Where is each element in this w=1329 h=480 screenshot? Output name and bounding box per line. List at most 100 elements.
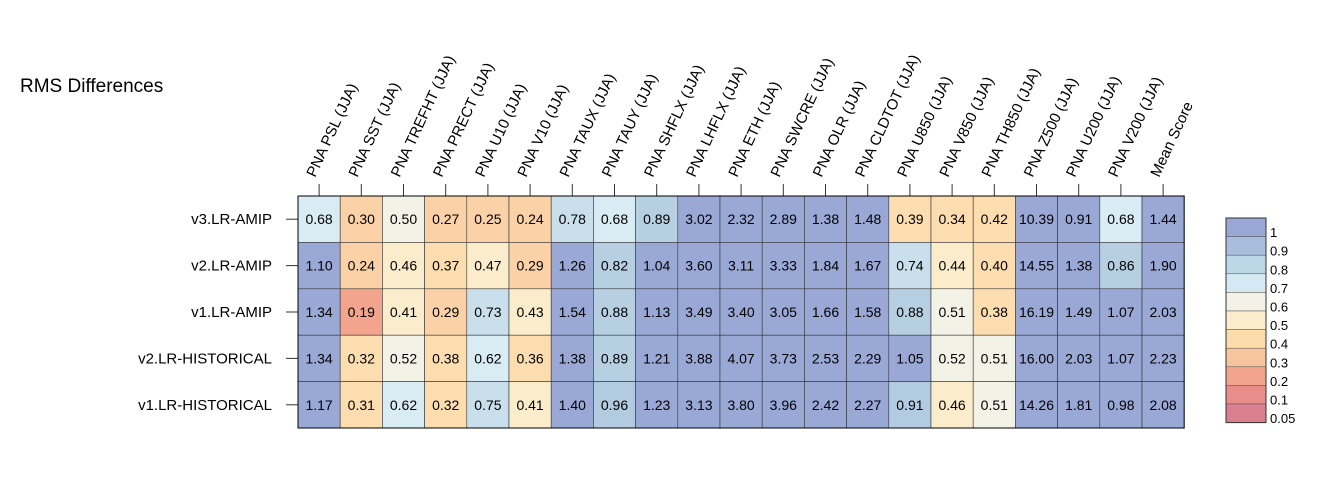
- heatmap-cell: [424, 288, 468, 336]
- heatmap-cell: [804, 334, 847, 382]
- legend-label: 1: [1270, 225, 1277, 240]
- heatmap-cell: [550, 242, 594, 290]
- cell-value: 1.67: [854, 258, 881, 274]
- legend-swatch: [1225, 347, 1267, 368]
- cell-value: 2.89: [770, 211, 797, 227]
- heatmap-cell: [804, 288, 847, 336]
- cell-value: 1.38: [1065, 258, 1092, 274]
- heatmap-cells: [297, 195, 1185, 429]
- heatmap-cell: [804, 381, 847, 429]
- legend-border: [1225, 217, 1267, 424]
- grid-border: [297, 195, 1185, 429]
- heatmap-cell: [930, 381, 974, 429]
- cell-value: 0.41: [390, 304, 417, 320]
- cell-value: 1.66: [812, 304, 839, 320]
- heatmap-cell: [382, 381, 425, 429]
- cell-value: 0.46: [390, 258, 417, 274]
- heatmap-cell: [635, 381, 679, 429]
- row-ticks: [286, 218, 298, 406]
- heatmap-cell: [888, 195, 932, 243]
- heatmap-cell: [508, 242, 552, 290]
- legend-label: 0.5: [1270, 318, 1288, 333]
- legend-swatch: [1225, 329, 1267, 349]
- heatmap-cell: [972, 381, 1016, 429]
- column-ticks: [318, 184, 1164, 196]
- cell-value: 0.51: [938, 304, 965, 320]
- heatmap-cell: [846, 288, 890, 336]
- heatmap-cell: [635, 242, 679, 290]
- cell-value: 3.60: [685, 258, 712, 274]
- cell-value: 0.38: [981, 304, 1008, 320]
- legend-label: 0.05: [1270, 411, 1295, 426]
- cell-value: 0.51: [981, 350, 1008, 366]
- heatmap-cell: [677, 242, 721, 290]
- cell-value: 3.80: [727, 397, 754, 413]
- cell-value: 0.39: [896, 211, 923, 227]
- heatmap-cell: [888, 242, 932, 290]
- heatmap-cell: [761, 242, 805, 290]
- heatmap-cell: [888, 381, 932, 429]
- legend-swatch: [1225, 310, 1267, 330]
- heatmap-cell: [1099, 288, 1143, 336]
- cell-value: 1.49: [1065, 304, 1092, 320]
- cell-value: 0.62: [474, 350, 501, 366]
- cell-value: 0.82: [601, 258, 628, 274]
- cell-value: 0.37: [432, 258, 459, 274]
- cell-value: 1.44: [1149, 211, 1176, 227]
- heatmap-cell: [930, 288, 974, 336]
- legend-swatch: [1225, 403, 1267, 423]
- cell-value: 0.52: [390, 350, 417, 366]
- cell-value: 0.68: [1107, 211, 1134, 227]
- cell-value: 0.32: [432, 397, 459, 413]
- legend-swatch: [1225, 217, 1267, 237]
- cell-value: 0.52: [938, 350, 965, 366]
- cell-value: 0.29: [516, 258, 543, 274]
- heatmap-cell: [1141, 195, 1185, 243]
- heatmap-cell: [719, 288, 763, 336]
- heatmap-cell: [1015, 381, 1058, 429]
- cell-value: 1.38: [812, 211, 839, 227]
- heatmap-cell: [1141, 288, 1185, 336]
- chart-title: RMS Differences: [20, 76, 163, 97]
- cell-value: 1.81: [1065, 397, 1092, 413]
- heatmap-cell: [593, 381, 636, 429]
- cell-value: 0.31: [348, 397, 375, 413]
- cell-value: 3.96: [770, 397, 797, 413]
- heatmap-cell: [550, 195, 594, 243]
- cell-value: 2.42: [812, 397, 839, 413]
- heatmap-cell: [888, 288, 932, 336]
- cell-value: 3.13: [685, 397, 712, 413]
- column-labels: PNA PSL (JJA)PNA SST (JJA)PNA TREFHT (JJ…: [303, 52, 1197, 180]
- heatmap-cell: [846, 242, 890, 290]
- heatmap-cell: [1057, 334, 1101, 382]
- heatmap-cell-values: 0.68 0.30 0.50 0.27 0.25 0.24 0.78 0.68 0.89 3.02…: [305, 211, 1176, 413]
- heatmap-cell: [761, 288, 805, 336]
- cell-value: 14.26: [1019, 397, 1054, 413]
- heatmap-cell: [593, 288, 636, 336]
- cell-value: 16.00: [1019, 350, 1054, 366]
- cell-value: 3.49: [685, 304, 712, 320]
- heatmap-cell: [466, 242, 510, 290]
- legend-label: 0.6: [1270, 300, 1288, 315]
- legend-label: 0.4: [1270, 337, 1288, 352]
- legend-label: 0.9: [1270, 244, 1288, 259]
- cell-value: 3.33: [770, 258, 797, 274]
- heatmap-cell: [972, 334, 1016, 382]
- cell-value: 0.43: [516, 304, 543, 320]
- heatmap-cell: [424, 334, 468, 382]
- heatmap-cell: [424, 242, 468, 290]
- cell-value: 0.74: [896, 258, 923, 274]
- heatmap-cell: [297, 334, 341, 382]
- cell-value: 0.46: [938, 397, 965, 413]
- cell-value: 2.03: [1149, 304, 1176, 320]
- cell-value: 0.36: [516, 350, 543, 366]
- heatmap-cell: [382, 334, 425, 382]
- cell-value: 0.29: [432, 304, 459, 320]
- colorbar-legend: 1 0.9 0.8 0.7 0.6 0.5 0.4 0.3 0.2 0.1 0.05: [1225, 217, 1295, 426]
- heatmap-cell: [593, 242, 636, 290]
- cell-value: 2.03: [1065, 350, 1092, 366]
- heatmap-cell: [508, 334, 552, 382]
- cell-value: 4.07: [727, 350, 754, 366]
- cell-value: 0.27: [432, 211, 459, 227]
